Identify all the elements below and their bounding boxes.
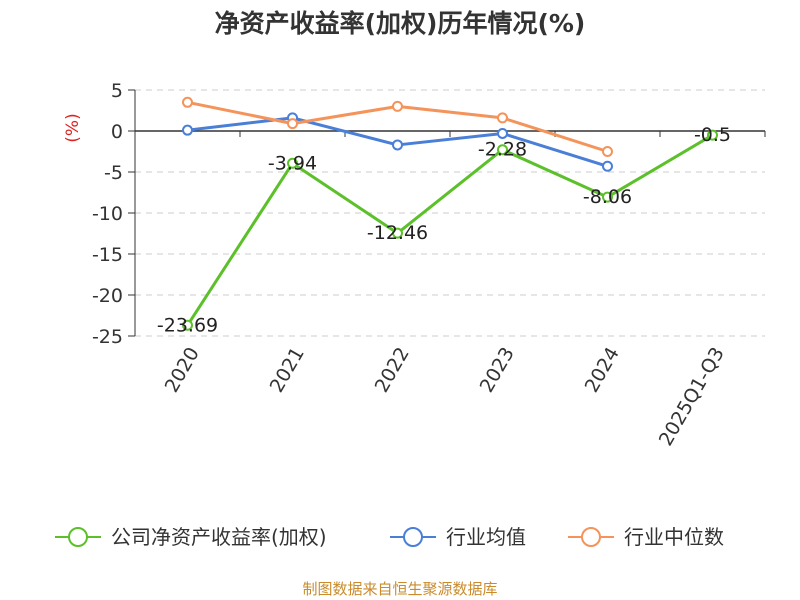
legend-label: 行业中位数 <box>624 525 724 549</box>
y-tick-label: 0 <box>111 121 123 143</box>
legend-marker <box>68 527 88 547</box>
data-label: -0.5 <box>694 124 731 146</box>
data-point <box>497 127 508 139</box>
data-point <box>497 112 508 124</box>
data-point <box>182 96 193 108</box>
series-lines <box>182 96 718 331</box>
legend-label: 公司净资产收益率(加权) <box>111 525 327 549</box>
y-tick-label: -15 <box>92 244 123 266</box>
data-label: -23.69 <box>157 314 218 336</box>
legend-marker <box>581 527 601 547</box>
data-label: -12.46 <box>367 222 428 244</box>
data-point <box>392 227 403 239</box>
data-point <box>602 146 613 157</box>
y-axis-unit-label: (%) <box>63 113 83 142</box>
legend-item[interactable]: 行业均值 <box>390 525 526 549</box>
chart-title: 净资产收益率(加权)历年情况(%) <box>214 9 586 38</box>
x-tick-label: 2020 <box>161 344 204 397</box>
x-tick-label: 2022 <box>371 344 414 397</box>
data-point <box>392 139 403 151</box>
data-point <box>287 157 298 169</box>
legend[interactable]: 公司净资产收益率(加权) 行业均值 行业中位数 <box>55 525 724 549</box>
source-note: 制图数据来自恒生聚源数据库 <box>302 580 498 598</box>
grid-lines <box>135 89 765 337</box>
series-line <box>186 133 714 327</box>
data-point <box>602 191 613 203</box>
legend-label: 行业均值 <box>446 525 526 549</box>
y-tick-label: 5 <box>111 80 123 102</box>
axes: 5 0 -5 -10 -15 -20 -25 2020 2021 2022 2023 2024 2025… <box>92 80 766 450</box>
y-tick-label: -5 <box>104 162 123 184</box>
data-point <box>287 118 298 130</box>
legend-item[interactable]: 行业中位数 <box>568 525 724 549</box>
y-tick-label: -20 <box>92 285 123 307</box>
data-point <box>182 124 193 136</box>
data-labels: -23.69 -3.94 -12.46 -2.28 -8.06 -0.5 <box>157 124 731 336</box>
data-label: -8.06 <box>583 186 632 208</box>
data-point <box>497 144 508 156</box>
x-tick-label: 2025Q1-Q3 <box>655 344 729 450</box>
data-point <box>392 100 403 112</box>
x-tick-label: 2024 <box>581 344 624 397</box>
data-label: -3.94 <box>268 152 317 174</box>
y-tick-label: -10 <box>92 203 123 225</box>
x-tick-label: 2021 <box>266 344 309 397</box>
data-label: -2.28 <box>478 139 527 161</box>
x-tick-label: 2023 <box>476 344 519 397</box>
data-point <box>182 319 193 331</box>
data-point <box>707 129 718 141</box>
data-point <box>602 160 613 172</box>
y-tick-label: -25 <box>92 326 123 348</box>
legend-item[interactable]: 公司净资产收益率(加权) <box>55 525 327 549</box>
legend-marker <box>403 527 423 547</box>
